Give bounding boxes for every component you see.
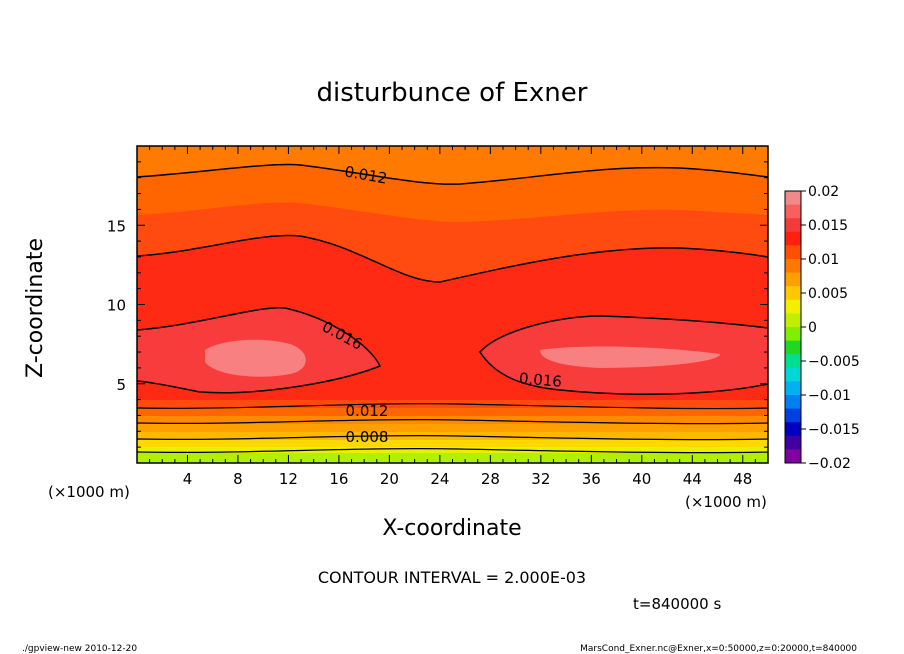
contour-line xyxy=(479,315,768,395)
colorbar-swatch xyxy=(785,408,801,423)
colorbar-swatch xyxy=(785,259,801,274)
contour-label: 0.008 xyxy=(346,428,389,446)
colorbar-tick-label: −0.015 xyxy=(808,422,860,438)
colorbar-tick-label: −0.005 xyxy=(808,354,860,370)
colorbar-swatch xyxy=(785,435,801,450)
contour-line xyxy=(137,234,768,283)
band-lower-7 xyxy=(137,447,768,453)
y-axis: 5 10 15 xyxy=(107,161,768,448)
contour-line xyxy=(137,306,382,394)
x-tick-label: 24 xyxy=(430,470,449,488)
footer-right: MarsCond_Exner.nc@Exner,x=0:50000,z=0:20… xyxy=(580,644,857,654)
colorbar-swatch xyxy=(785,272,801,287)
colorbar-swatch xyxy=(785,245,801,260)
colorbar-swatch xyxy=(785,299,801,314)
colorbar-swatch xyxy=(785,449,801,464)
x-tick-label: 8 xyxy=(233,470,243,488)
core-right xyxy=(540,346,720,368)
plot-area xyxy=(137,146,768,463)
colorbar-swatch xyxy=(785,218,801,233)
contour-line xyxy=(137,448,768,454)
footer-left: ./gpview-new 2010-12-20 xyxy=(22,644,137,654)
colorbar-swatch xyxy=(785,231,801,246)
band-lower-2 xyxy=(137,408,768,416)
colorbar-tick-label: 0.02 xyxy=(808,184,839,200)
x-tick-label: 16 xyxy=(329,470,348,488)
colorbar-swatch xyxy=(785,354,801,369)
x-tick-label: 4 xyxy=(183,470,193,488)
x-axis-label: X-coordinate xyxy=(382,516,521,541)
time-label: t=840000 s xyxy=(633,595,721,613)
colorbar-swatch xyxy=(785,327,801,342)
colorbar-swatch xyxy=(785,340,801,355)
x-axis-unit: (×1000 m) xyxy=(685,493,767,511)
colorbar-swatch xyxy=(785,286,801,301)
x-tick-label: 28 xyxy=(481,470,500,488)
chart-title: disturbunce of Exner xyxy=(317,78,588,108)
contour-label: 0.016 xyxy=(518,369,562,391)
contour-interval-label: CONTOUR INTERVAL = 2.000E-03 xyxy=(318,568,586,587)
x-tick-label: 44 xyxy=(683,470,702,488)
colorbar-tick-label: 0.015 xyxy=(808,218,848,234)
y-axis-label: Z-coordinate xyxy=(23,238,48,378)
colorbar-tick-label: 0.005 xyxy=(808,286,848,302)
colorbar-swatch xyxy=(785,381,801,396)
colorbar-tick-label: −0.01 xyxy=(808,388,851,404)
y-tick-label: 10 xyxy=(107,297,126,315)
colorbar: 0.02 0.015 0.01 0.005 0 −0.005 −0.01 −0.015 −0.0… xyxy=(784,184,860,472)
x-tick-label: 12 xyxy=(279,470,298,488)
colorbar-swatch xyxy=(785,367,801,382)
colorbar-tick-label: −0.02 xyxy=(808,456,851,472)
x-tick-label: 48 xyxy=(733,470,752,488)
y-tick-label: 15 xyxy=(107,217,126,235)
y-axis-unit: (×1000 m) xyxy=(48,483,130,501)
colorbar-swatch xyxy=(785,313,801,328)
colorbar-swatch xyxy=(785,191,801,206)
colorbar-swatch xyxy=(785,395,801,410)
x-tick-label: 36 xyxy=(582,470,601,488)
band-lower-8 xyxy=(137,453,768,463)
colorbar-tick-label: 0 xyxy=(808,320,817,336)
band-lower-6 xyxy=(137,440,768,447)
x-tick-label: 40 xyxy=(632,470,651,488)
contour-line xyxy=(137,403,768,410)
contour-line xyxy=(137,419,768,425)
x-axis: 4 8 12 16 20 24 28 32 36 40 44 48 xyxy=(149,146,756,488)
x-tick-label: 20 xyxy=(380,470,399,488)
colorbar-tick-label: 0.01 xyxy=(808,252,839,268)
x-tick-label: 32 xyxy=(531,470,550,488)
colorbar-swatch xyxy=(785,422,801,437)
core-left xyxy=(205,339,306,377)
contour-line xyxy=(137,435,768,441)
contour-line xyxy=(137,163,768,185)
contour-label: 0.012 xyxy=(346,402,389,420)
band-lower-4 xyxy=(137,424,768,432)
y-tick-label: 5 xyxy=(116,376,126,394)
colorbar-swatch xyxy=(785,204,801,219)
